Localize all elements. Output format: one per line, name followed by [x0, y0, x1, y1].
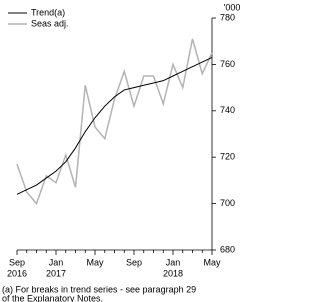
page: {"chart_data": {"type": "line", "y_unit_… — [2, 2, 241, 302]
y-tick-label: 760 — [220, 59, 235, 69]
x-tick-label: May — [86, 257, 104, 267]
x-tick-label: Jan — [49, 257, 64, 267]
footnote: (a) For breaks in trend series - see par… — [2, 284, 196, 294]
x-tick-label: Sep — [126, 257, 142, 267]
x-tick-label: Sep — [9, 257, 25, 267]
series-line — [16, 56, 213, 195]
x-tick-label: Jan — [166, 257, 181, 267]
x-tick-label: May — [203, 257, 221, 267]
series-line — [16, 38, 213, 206]
y-tick-label: 720 — [220, 152, 235, 162]
legend-label: Seas adj. — [31, 18, 69, 28]
chart: '000 (a) For breaks in trend series - se… — [2, 2, 241, 302]
y-unit-label: '000 — [224, 2, 241, 12]
x-tick-year: 2018 — [163, 268, 183, 278]
y-tick-label: 680 — [220, 244, 235, 254]
x-tick-year: 2017 — [46, 268, 66, 278]
y-tick-label: 780 — [220, 12, 235, 22]
y-tick-label: 700 — [220, 198, 235, 208]
legend-label: Trend(a) — [31, 7, 65, 17]
y-tick-label: 740 — [220, 105, 235, 115]
x-tick-year: 2016 — [7, 268, 27, 278]
footnote: of the Explanatory Notes. — [2, 293, 103, 302]
